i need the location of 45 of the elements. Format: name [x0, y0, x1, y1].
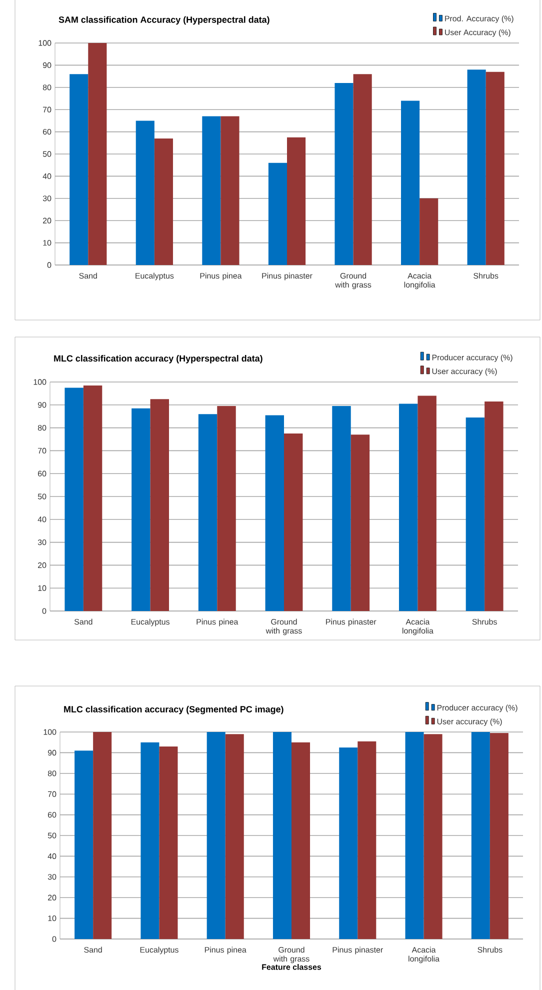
bar: [350, 434, 370, 612]
bar: [272, 732, 292, 940]
bar: [202, 116, 221, 266]
bar: [287, 137, 306, 266]
bar: [291, 742, 310, 940]
bar: [334, 82, 354, 266]
bar: [225, 734, 244, 940]
bar: [132, 408, 150, 612]
bar: [284, 434, 303, 612]
bar: [93, 732, 112, 940]
bar: [353, 74, 372, 266]
bar: [220, 116, 240, 266]
bar: [332, 406, 351, 612]
bar: [424, 734, 442, 940]
bar: [405, 732, 424, 940]
chart-title: MLC classification accuracy (Hyperspectral data): [54, 354, 262, 364]
bar: [265, 415, 284, 612]
bar: [83, 385, 102, 612]
bar: [198, 414, 218, 612]
bar: [467, 70, 486, 266]
bar: [150, 399, 170, 612]
bar: [490, 733, 508, 940]
bar: [420, 198, 438, 266]
bar: [466, 418, 485, 612]
bar: [339, 748, 358, 940]
bar: [398, 404, 418, 612]
bar: [88, 43, 107, 266]
bar: [159, 746, 178, 940]
bar: [401, 100, 420, 266]
bar: [471, 732, 490, 940]
bar: [140, 742, 160, 940]
bar: [70, 74, 88, 266]
bar: [136, 120, 154, 266]
bar: [64, 388, 84, 612]
chart-title: SAM classification Accuracy (Hyperspectral data): [58, 16, 270, 25]
bar: [484, 401, 504, 612]
bar: [418, 396, 436, 612]
bar: [486, 72, 504, 266]
bar: [268, 162, 287, 266]
chart-title: MLC classification accuracy (Segmented PC image): [64, 706, 284, 714]
bar: [206, 732, 226, 940]
bar: [154, 138, 173, 266]
bar: [74, 750, 94, 940]
bar: [358, 741, 376, 940]
bar: [217, 406, 236, 612]
